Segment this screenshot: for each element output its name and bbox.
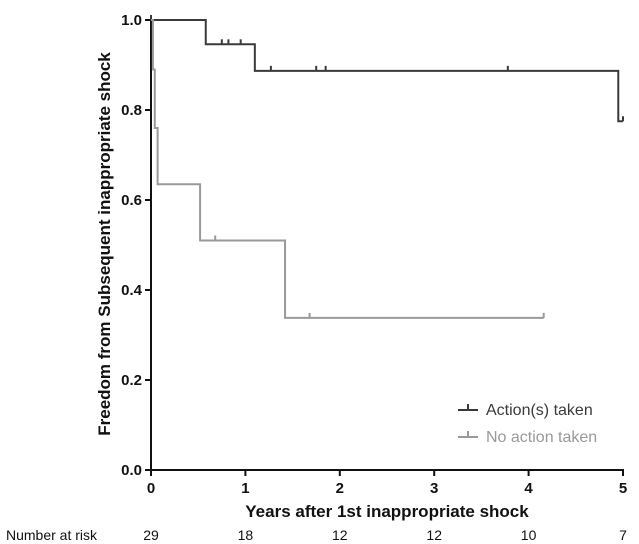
legend-label-action: Action(s) taken bbox=[486, 402, 593, 419]
y-tick-label: 1.0 bbox=[121, 12, 142, 29]
series-line-action-taken bbox=[151, 19, 623, 123]
series-line-no-action-taken bbox=[151, 19, 544, 319]
y-tick-label: 0.6 bbox=[121, 192, 142, 209]
number-at-risk-value: 29 bbox=[143, 527, 159, 543]
x-tick-label: 0 bbox=[147, 480, 155, 497]
x-tick-label: 5 bbox=[619, 480, 627, 497]
legend: Action(s) taken No action taken bbox=[458, 402, 597, 446]
number-at-risk-label: Number at risk bbox=[6, 527, 98, 543]
number-at-risk-row: Number at risk 29 18 12 12 10 7 bbox=[6, 527, 627, 543]
x-tick-label: 1 bbox=[241, 480, 249, 497]
legend-label-no-action: No action taken bbox=[486, 429, 597, 446]
x-tick-label: 3 bbox=[430, 480, 438, 497]
plot-area bbox=[150, 15, 624, 319]
number-at-risk-value: 18 bbox=[238, 527, 254, 543]
number-at-risk-value: 12 bbox=[426, 527, 442, 543]
number-at-risk-value: 12 bbox=[332, 527, 348, 543]
y-axis-title: Freedom from Subsequent inappropriate sh… bbox=[95, 52, 114, 436]
x-axis-title: Years after 1st inappropriate shock bbox=[245, 502, 529, 521]
y-tick-label: 0.8 bbox=[121, 102, 142, 119]
y-tick-label: 0.4 bbox=[121, 282, 143, 299]
legend-item-no-action: No action taken bbox=[458, 429, 597, 446]
legend-item-action: Action(s) taken bbox=[458, 402, 593, 419]
number-at-risk-value: 10 bbox=[521, 527, 537, 543]
y-tick-label: 0.2 bbox=[121, 372, 142, 389]
axes: 0.0 0.2 0.4 0.6 0.8 1.0 0 1 2 3 4 5 bbox=[121, 12, 627, 497]
x-tick-label: 2 bbox=[336, 480, 344, 497]
x-tick-label: 4 bbox=[524, 480, 533, 497]
y-tick-label: 0.0 bbox=[121, 462, 142, 479]
number-at-risk-value: 7 bbox=[619, 527, 627, 543]
